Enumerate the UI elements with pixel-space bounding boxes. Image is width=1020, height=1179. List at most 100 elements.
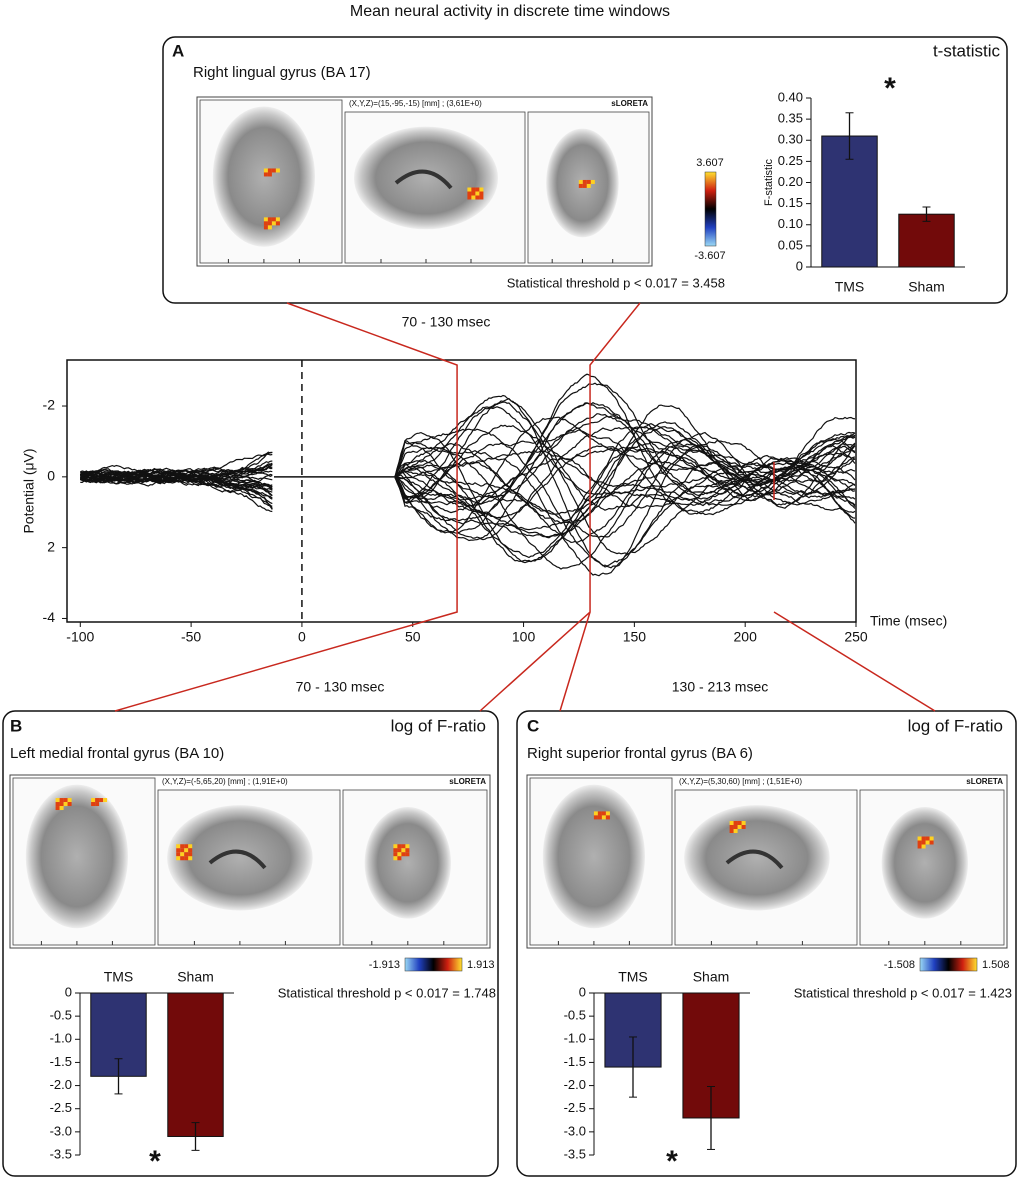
activation — [467, 195, 472, 200]
eeg-trace — [394, 373, 856, 506]
eeg-trace — [80, 460, 273, 484]
x-tick-label: TMS — [618, 969, 648, 985]
activation — [176, 856, 181, 861]
activation — [590, 179, 595, 184]
colorbar — [704, 171, 717, 247]
eeg-trace — [394, 424, 856, 507]
activation — [184, 856, 189, 861]
brain-image — [725, 849, 784, 870]
panel-label: B — [10, 716, 22, 735]
activation — [605, 815, 610, 820]
eeg-trace — [80, 473, 273, 486]
activation — [479, 187, 484, 192]
coordinates: (X,Y,Z)=(5,30,60) [mm] ; (1,51E+0) — [679, 777, 802, 786]
activation — [59, 798, 64, 803]
activation — [263, 225, 268, 230]
window-marker — [479, 302, 641, 712]
activation — [578, 183, 583, 188]
error-bar — [191, 1122, 200, 1151]
eeg-trace — [394, 382, 856, 522]
activation — [271, 217, 276, 222]
activation — [397, 852, 402, 857]
x-tick-label: TMS — [835, 279, 865, 295]
activation — [95, 798, 100, 803]
method-label: sLORETA — [611, 99, 648, 108]
x-tick-label: 200 — [734, 629, 758, 645]
significance: * — [666, 1145, 678, 1178]
activation — [188, 844, 193, 849]
activation — [597, 815, 602, 820]
y-tick-label: 0 — [47, 468, 55, 484]
error-bar — [707, 1085, 715, 1150]
activation — [405, 852, 410, 857]
y-tick-label: -0.5 — [50, 1008, 72, 1023]
activation — [271, 221, 276, 226]
y-tick-label: -2.0 — [564, 1077, 586, 1092]
activation — [471, 187, 476, 192]
activation — [471, 191, 476, 196]
activation — [586, 183, 591, 188]
brain-image — [684, 805, 830, 911]
window-marker — [114, 302, 458, 712]
eeg-trace — [394, 440, 856, 577]
activation — [63, 798, 68, 803]
activation — [55, 798, 60, 803]
eeg-trace — [394, 426, 856, 541]
activation — [263, 172, 268, 177]
y-tick-label: -1.0 — [564, 1031, 586, 1046]
activation — [267, 217, 272, 222]
x-tick-label: Sham — [177, 969, 214, 985]
colorbar-min: -1.913 — [369, 959, 400, 971]
activation — [917, 836, 922, 841]
colorbar-min: -3.607 — [694, 250, 725, 262]
panel-label: C — [527, 716, 539, 735]
y-tick-label: 0.05 — [778, 237, 803, 252]
activation — [55, 806, 60, 811]
activation — [733, 821, 738, 825]
method-label: sLORETA — [449, 777, 486, 786]
activation — [601, 811, 606, 816]
brain-image — [167, 805, 313, 911]
eeg-trace — [79, 473, 273, 507]
bar — [898, 213, 955, 268]
activation — [267, 168, 272, 173]
activation — [275, 168, 280, 173]
activation — [63, 802, 68, 807]
activation — [59, 802, 64, 807]
activation — [184, 844, 189, 849]
time-window: 70 - 130 msec — [402, 314, 491, 330]
significance: * — [884, 72, 896, 105]
activation — [479, 191, 484, 196]
y-tick-label: 0.10 — [778, 216, 803, 231]
y-tick-label: 0.40 — [778, 89, 803, 104]
activation — [95, 802, 100, 807]
activation — [275, 221, 280, 226]
x-tick-label: -100 — [66, 629, 94, 645]
y-tick-label: -2 — [43, 397, 56, 413]
activation — [176, 852, 181, 857]
error-bar — [922, 206, 931, 222]
activation — [180, 852, 185, 857]
brain-image — [881, 807, 968, 919]
brain-image — [364, 807, 451, 919]
activation — [405, 844, 410, 849]
activation — [176, 844, 181, 849]
colorbar-max: 1.913 — [467, 959, 495, 971]
y-tick-label: 0.35 — [778, 111, 803, 126]
activation — [397, 844, 402, 849]
method-label: sLORETA — [966, 777, 1003, 786]
figure-title: Mean neural activity in discrete time wi… — [350, 3, 670, 20]
eeg-trace — [394, 438, 856, 544]
activation — [393, 856, 398, 861]
activation — [733, 825, 738, 829]
activation — [921, 836, 926, 841]
activation — [267, 225, 272, 230]
activation — [393, 848, 398, 853]
threshold: Statistical threshold p < 0.017 = 1.423 — [794, 985, 1012, 1000]
colorbar — [404, 957, 463, 972]
eeg-trace — [394, 401, 856, 555]
plot-frame — [66, 359, 857, 623]
activation — [917, 840, 922, 845]
activation — [741, 821, 746, 825]
activation — [586, 179, 591, 184]
